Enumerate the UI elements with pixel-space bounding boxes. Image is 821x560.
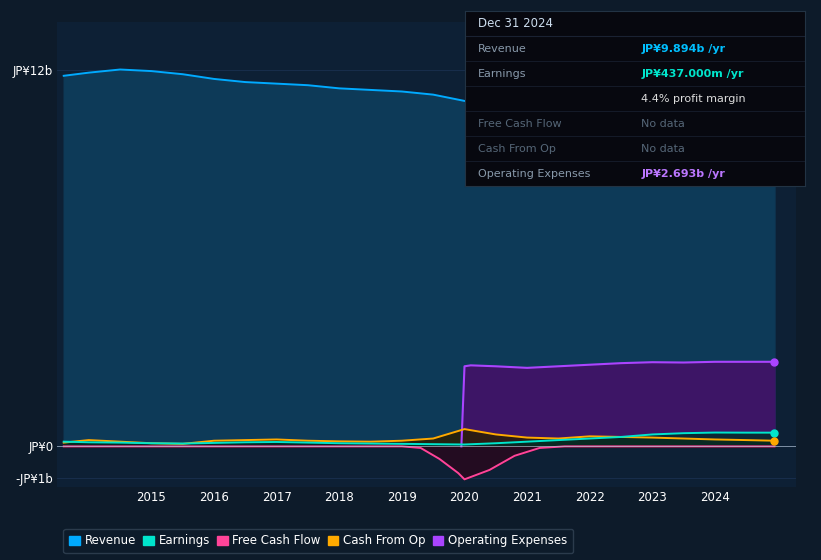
- Text: Cash From Op: Cash From Op: [479, 144, 556, 154]
- Text: Free Cash Flow: Free Cash Flow: [479, 119, 562, 129]
- Legend: Revenue, Earnings, Free Cash Flow, Cash From Op, Operating Expenses: Revenue, Earnings, Free Cash Flow, Cash …: [63, 529, 573, 553]
- Text: Revenue: Revenue: [479, 44, 527, 54]
- Text: No data: No data: [641, 119, 686, 129]
- Text: 4.4% profit margin: 4.4% profit margin: [641, 94, 746, 104]
- Text: Dec 31 2024: Dec 31 2024: [479, 17, 553, 30]
- Text: Operating Expenses: Operating Expenses: [479, 169, 590, 179]
- Text: Earnings: Earnings: [479, 69, 527, 79]
- Text: JP¥437.000m /yr: JP¥437.000m /yr: [641, 69, 744, 79]
- Text: JP¥9.894b /yr: JP¥9.894b /yr: [641, 44, 726, 54]
- Text: No data: No data: [641, 144, 686, 154]
- Text: JP¥2.693b /yr: JP¥2.693b /yr: [641, 169, 725, 179]
